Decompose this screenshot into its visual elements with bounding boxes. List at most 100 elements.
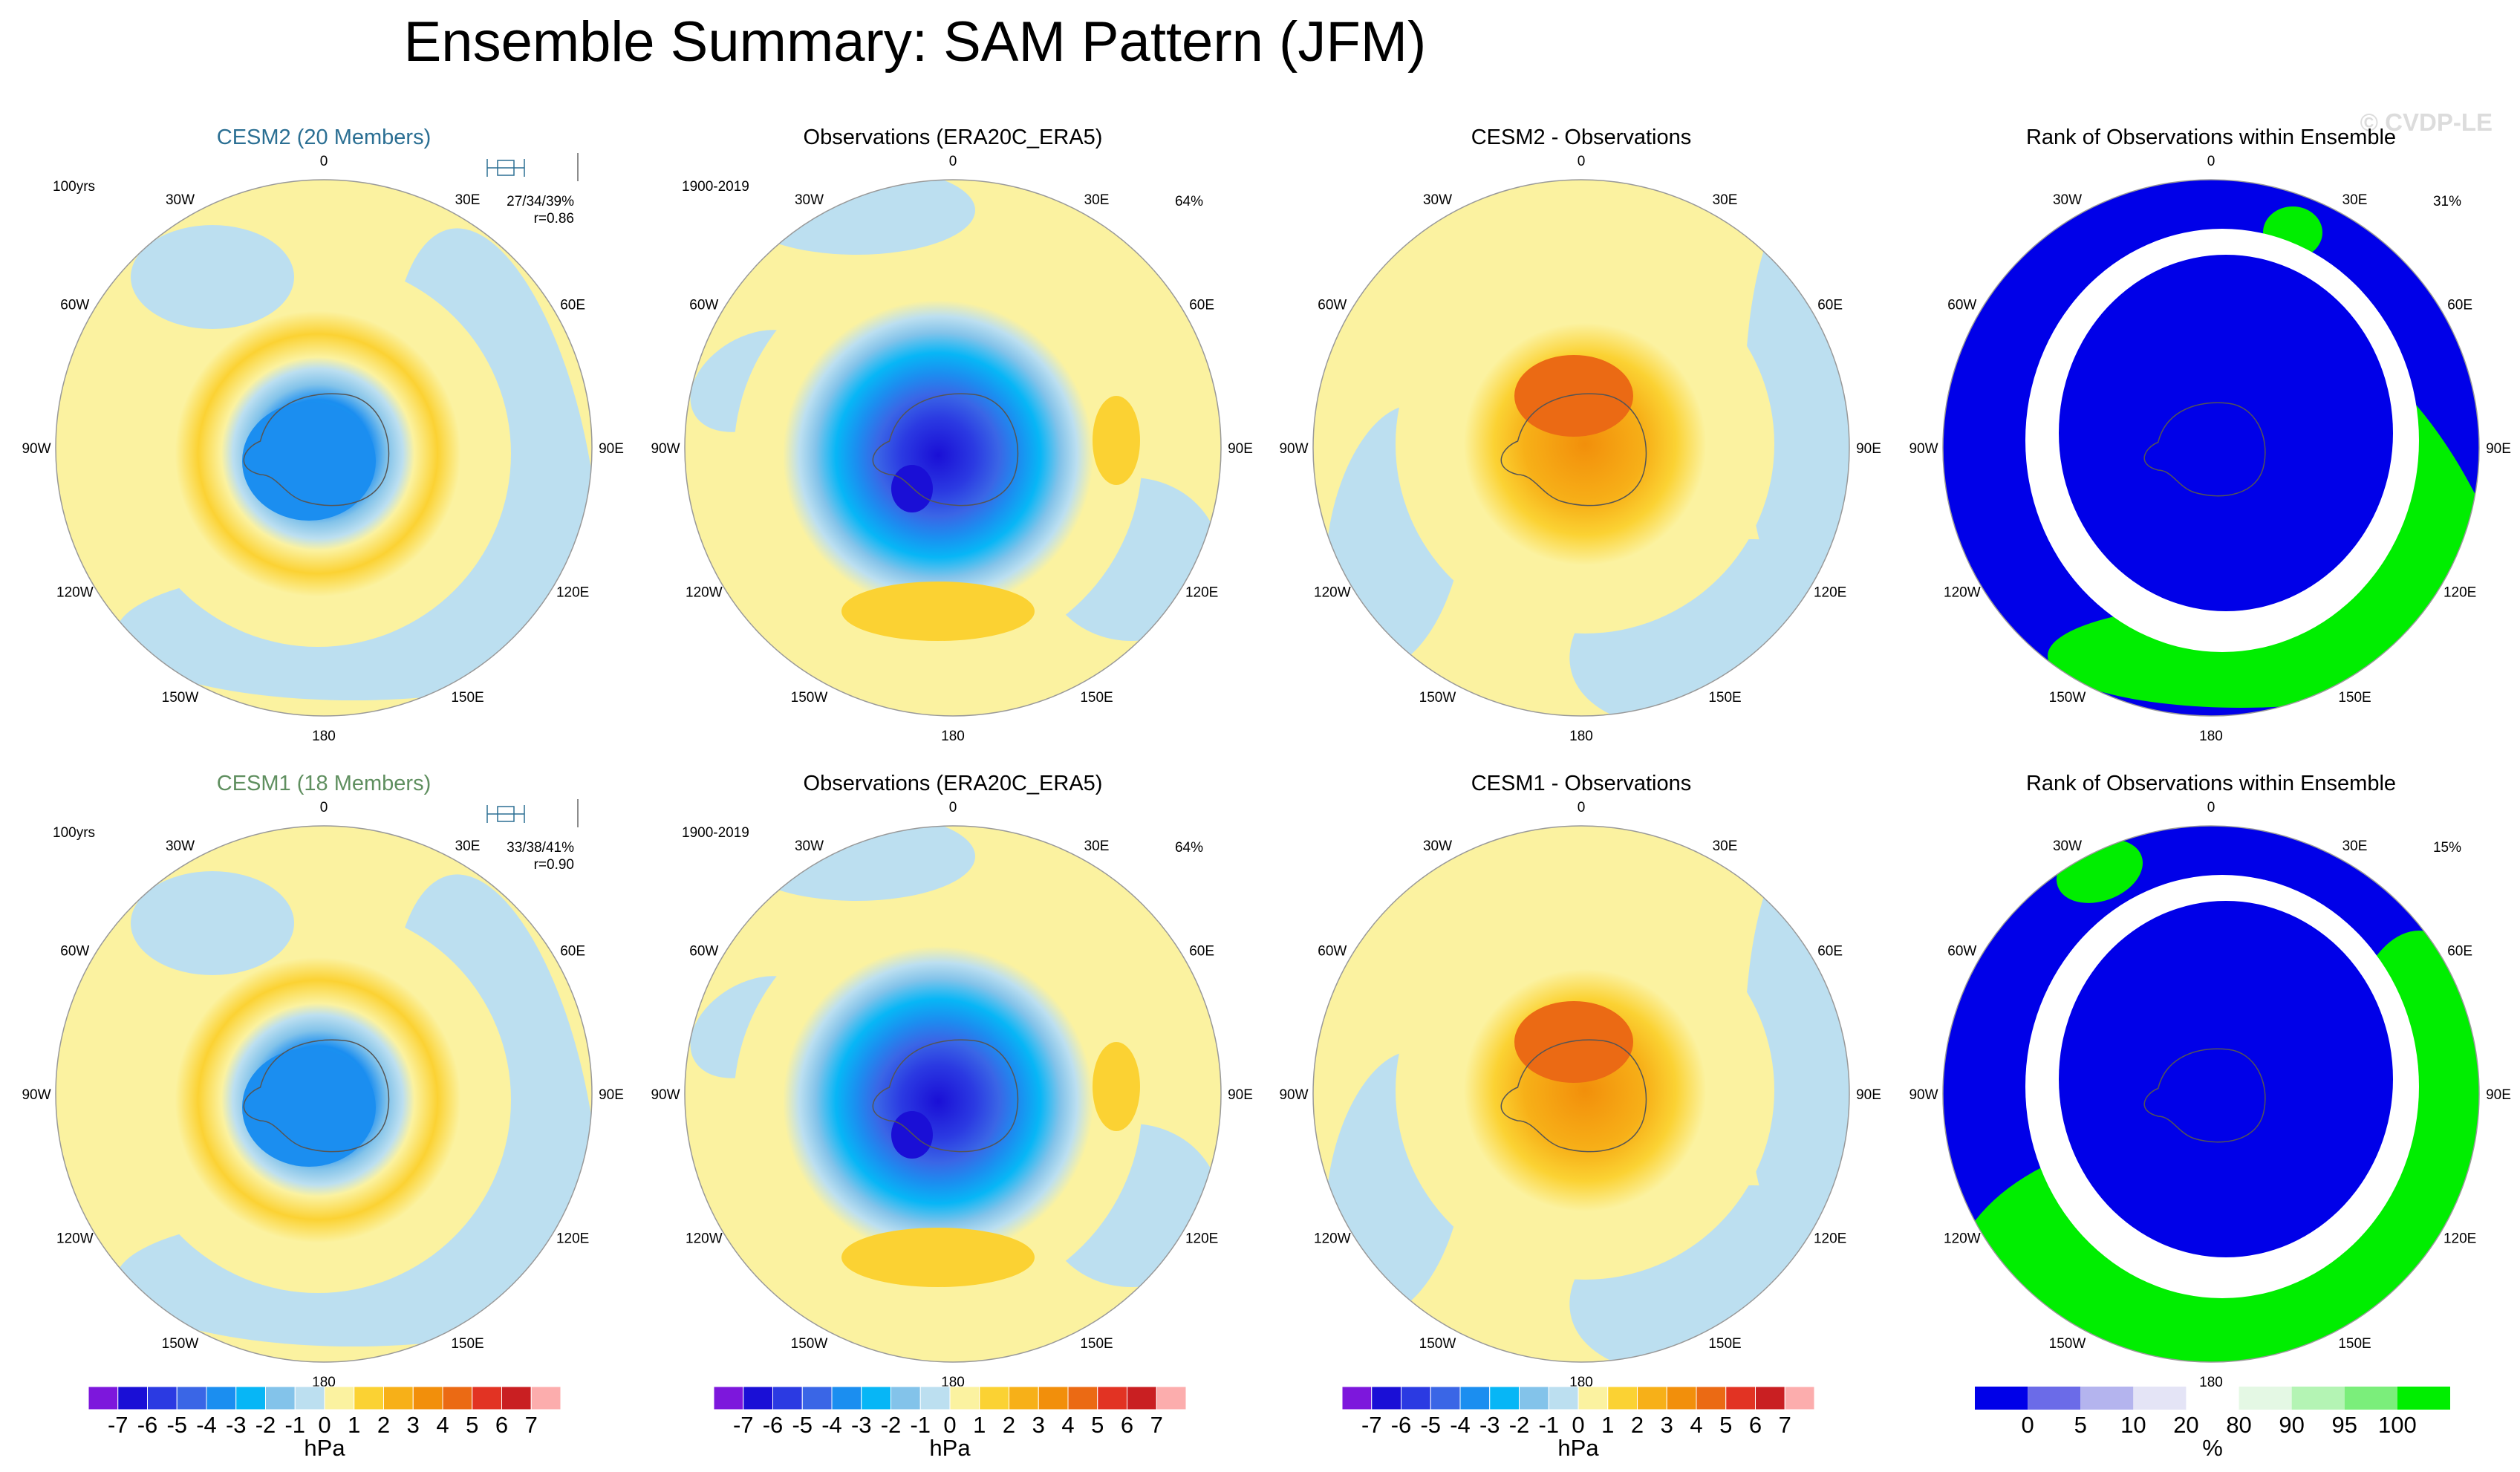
lon-label: 150E xyxy=(1080,1336,1113,1352)
colorbar-swatch xyxy=(1009,1386,1039,1410)
variance-label: 33/38/41% xyxy=(507,840,574,856)
colorbar-swatch xyxy=(1459,1386,1491,1410)
lon-label: 90E xyxy=(2486,441,2511,457)
colorbar-tick-label: 7 xyxy=(525,1412,538,1438)
map-field xyxy=(685,180,1221,716)
lon-label: 90E xyxy=(599,1087,624,1103)
lon-label: 120E xyxy=(556,1231,589,1247)
colorbar-swatch xyxy=(2397,1387,2450,1410)
lon-label: 120W xyxy=(1314,1231,1351,1247)
colorbar-swatch xyxy=(1784,1386,1815,1410)
colorbar-swatch xyxy=(2186,1387,2239,1410)
colorbar-tick-label: 10 xyxy=(2120,1412,2146,1438)
colorbar-swatch xyxy=(2239,1387,2292,1410)
panel-diff-1-2: 030E60E90E120E150E180150W120W90W60W30WCE… xyxy=(1279,772,1881,1390)
lon-label: 30E xyxy=(455,192,481,208)
colorbar-swatch xyxy=(1519,1386,1549,1410)
lon-label: 90W xyxy=(1909,1087,1938,1103)
lon-label: 30W xyxy=(2053,838,2082,854)
lon-label: 0 xyxy=(949,800,957,815)
lon-label: 60E xyxy=(1817,944,1843,960)
land-region-north xyxy=(738,826,975,901)
variance-label: 64% xyxy=(1175,194,1203,209)
lon-label: 90E xyxy=(1856,441,1881,457)
colorbar-tick-label: -7 xyxy=(108,1412,128,1438)
lon-label: 30W xyxy=(795,838,824,854)
colorbar-tick-label: 2 xyxy=(1631,1412,1644,1438)
colorbar-swatch xyxy=(206,1386,237,1410)
lon-label: 90W xyxy=(651,1087,680,1103)
colorbar-tick-label: 0 xyxy=(1572,1412,1584,1438)
colorbar-tick-label: -6 xyxy=(1391,1412,1412,1438)
colorbar-tick-label: 3 xyxy=(407,1412,420,1438)
map-border xyxy=(684,825,1222,1363)
colorbar-tick-label: 1 xyxy=(1601,1412,1614,1438)
lon-label: 30E xyxy=(1084,838,1110,854)
antarctica-coastline xyxy=(872,393,1019,507)
lon-label: 0 xyxy=(2207,154,2215,169)
panel-title: Rank of Observations within Ensemble xyxy=(2026,772,2396,795)
colorbar-swatch xyxy=(88,1386,119,1410)
colorbar-swatch xyxy=(324,1386,355,1410)
colorbar-tick-label: -7 xyxy=(733,1412,754,1438)
colorbar-swatch xyxy=(265,1386,296,1410)
colorbar-swatch xyxy=(2133,1387,2187,1410)
colorbar-tick-label: -3 xyxy=(851,1412,872,1438)
colorbar-tick-label: -1 xyxy=(284,1412,305,1438)
colorbar-tick-label: -2 xyxy=(255,1412,276,1438)
period-label: 100yrs xyxy=(53,179,95,195)
lon-label: 120W xyxy=(1314,585,1351,601)
colorbar-unit: hPa xyxy=(304,1435,345,1461)
negative-core xyxy=(242,1048,376,1167)
map-field xyxy=(1943,180,2479,716)
lon-label: 150E xyxy=(1708,690,1741,706)
colorbar-tick-label: 5 xyxy=(1719,1412,1732,1438)
lon-label: 120E xyxy=(2444,585,2476,601)
lon-label: 120E xyxy=(1185,1231,1218,1247)
colorbar-tick-label: 7 xyxy=(1779,1412,1791,1438)
lon-label: 180 xyxy=(2199,1375,2223,1390)
colorbar-tick-label: 2 xyxy=(1003,1412,1015,1438)
antarctica-coastline xyxy=(872,1039,1019,1153)
lon-label: 150W xyxy=(2049,1336,2086,1352)
colorbar-swatch xyxy=(1489,1386,1520,1410)
lon-label: 30E xyxy=(1713,838,1738,854)
panel-grid: 0 30E 60E 90E 120E 150E 180 150W 120W 90W 60W 30W CE… xyxy=(22,126,2511,1390)
colorbar-tick-label: -7 xyxy=(1361,1412,1382,1438)
panel-title: CESM1 - Observations xyxy=(1471,772,1692,795)
sam-center-anomaly xyxy=(1396,255,1774,634)
lon-label: 150W xyxy=(162,1336,199,1352)
colorbar-tick-label: 80 xyxy=(2226,1412,2251,1438)
lon-label: 60W xyxy=(1947,298,1976,313)
colorbar-tick-label: 4 xyxy=(1690,1412,1702,1438)
lon-label: 90E xyxy=(1228,1087,1253,1103)
lon-label: 90E xyxy=(1228,441,1253,457)
lon-label: 60W xyxy=(1947,944,1976,960)
colorbar-tick-label: -1 xyxy=(910,1412,931,1438)
positive-lobe-east xyxy=(1093,1042,1140,1131)
sam-center-anomaly xyxy=(734,251,1142,660)
colorbar-swatch xyxy=(412,1386,443,1410)
lon-label: 120W xyxy=(686,1231,723,1247)
rank-low-core xyxy=(2059,901,2393,1257)
lon-label: 120W xyxy=(686,585,723,601)
positive-lobe-south xyxy=(841,1228,1035,1287)
lon-label: 150E xyxy=(1708,1336,1741,1352)
lon-label: 30W xyxy=(166,838,195,854)
sam-center-anomaly xyxy=(734,897,1142,1306)
lon-label: 150W xyxy=(162,690,199,706)
lon-label: 30W xyxy=(795,192,824,208)
colorbar-hpa: -7 -6 -5 -4 -3 -2 -1 0 1 2 3 4 5 6 7 hPa xyxy=(88,1386,561,1461)
lon-label: 180 xyxy=(2199,729,2223,744)
map-border xyxy=(55,179,593,717)
colorbar-swatch xyxy=(801,1386,833,1410)
panel-obs-0-1: 0 30E 60E 90E 120E 150E 180 150W 120W 90W 60W 30W Ob… xyxy=(651,126,1252,744)
panel-title: CESM1 (18 Members) xyxy=(217,772,431,795)
antarctica-coastline xyxy=(2143,1048,2266,1143)
colorbar-swatch xyxy=(1725,1386,1756,1410)
colorbar-tick-label: 5 xyxy=(466,1412,478,1438)
sam-center-anomaly xyxy=(1396,901,1774,1280)
lon-label: 30E xyxy=(455,838,481,854)
lon-label: 60E xyxy=(560,298,585,313)
